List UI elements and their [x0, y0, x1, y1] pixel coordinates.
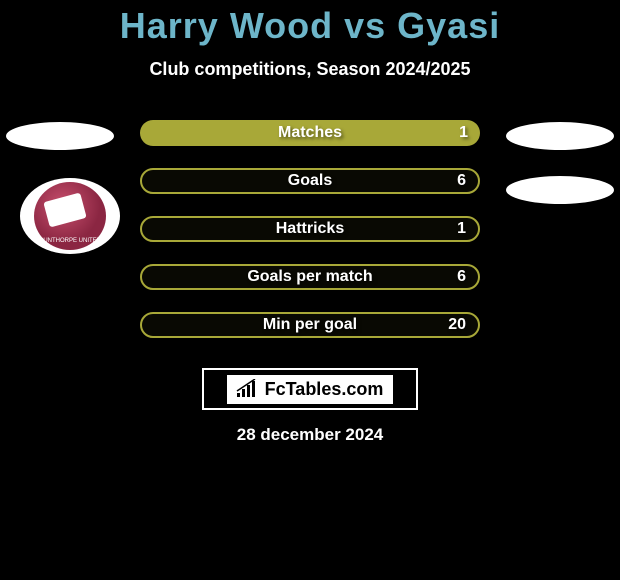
stat-value: 6	[446, 268, 466, 286]
stat-label: Matches	[172, 124, 448, 142]
stat-bar-matches: Matches 1	[140, 120, 480, 146]
stat-label: Min per goal	[174, 316, 446, 334]
stat-label: Hattricks	[174, 220, 446, 238]
stat-bar-goals: Goals 6	[140, 168, 480, 194]
stat-value: 1	[448, 124, 468, 142]
subtitle: Club competitions, Season 2024/2025	[0, 59, 620, 80]
stat-value: 1	[446, 220, 466, 238]
stat-label: Goals	[174, 172, 446, 190]
page-title: Harry Wood vs Gyasi	[0, 5, 620, 47]
brand-text: FcTables.com	[263, 379, 386, 400]
brand-inner: FcTables.com	[227, 375, 394, 404]
stat-value: 6	[446, 172, 466, 190]
stat-row: Goals per match 6	[0, 264, 620, 290]
stat-row: Goals 6	[0, 168, 620, 194]
stats-area: Matches 1 Goals 6 Hattricks 1 Goals per …	[0, 120, 620, 338]
stat-row: Hattricks 1	[0, 216, 620, 242]
chart-icon	[235, 379, 259, 399]
stat-bar-goals-per-match: Goals per match 6	[140, 264, 480, 290]
stat-label: Goals per match	[174, 268, 446, 286]
stat-bar-min-per-goal: Min per goal 20	[140, 312, 480, 338]
stat-row: Min per goal 20	[0, 312, 620, 338]
main-container: Harry Wood vs Gyasi Club competitions, S…	[0, 0, 620, 445]
date-text: 28 december 2024	[0, 425, 620, 445]
brand-box: FcTables.com	[202, 368, 418, 410]
stat-bar-hattricks: Hattricks 1	[140, 216, 480, 242]
stat-value: 20	[446, 316, 466, 334]
stat-row: Matches 1	[0, 120, 620, 146]
